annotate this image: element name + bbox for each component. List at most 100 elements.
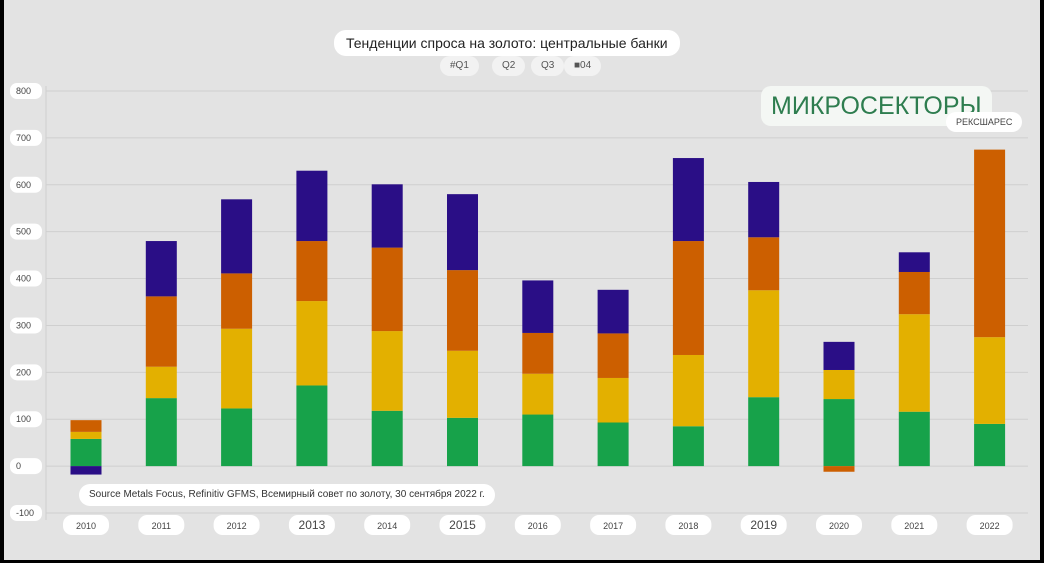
bar-2018-q4 (672, 158, 704, 242)
bar-2019-q3 (748, 237, 780, 291)
y-tick-bg (10, 458, 42, 475)
bar-2012-q2 (221, 328, 253, 409)
x-tick-label: 2020 (829, 521, 849, 531)
bar-2014-q1 (371, 410, 403, 467)
bar-2022-q2 (974, 337, 1006, 424)
bar-2015-q2 (447, 350, 478, 418)
bar-2020-q4 (823, 341, 855, 370)
bar-2017-q1 (597, 422, 629, 467)
x-tick-bg (439, 515, 486, 535)
bar-2016-q1 (522, 414, 554, 467)
bar-2010-q1 (70, 438, 102, 467)
x-tick-bg (816, 515, 862, 535)
bar-2021-q4 (898, 252, 930, 272)
bar-2017-q4 (597, 289, 629, 334)
y-tick-label: -100 (16, 508, 34, 518)
bar-2020-q1 (823, 399, 855, 467)
x-tick-label: 2018 (678, 521, 698, 531)
bar-2015-q3 (447, 270, 478, 351)
bar-2010-q4 (70, 466, 102, 475)
x-tick-label: 2010 (76, 521, 96, 531)
x-tick-bg (63, 515, 109, 535)
bar-2012-q4 (221, 199, 253, 274)
bar-2019-q2 (748, 290, 780, 398)
y-tick-label: 500 (16, 227, 31, 237)
bar-2020-q2 (823, 369, 855, 400)
bar-2021-q1 (898, 411, 930, 467)
y-tick-label: 700 (16, 133, 31, 143)
y-tick-bg (10, 317, 42, 334)
bar-2017-q3 (597, 333, 629, 378)
bar-2016-q2 (522, 373, 554, 415)
bar-2022-q3 (974, 149, 1006, 338)
x-tick-label: 2016 (528, 521, 548, 531)
x-tick-bg (213, 515, 260, 535)
bar-2013-q2 (296, 301, 328, 386)
x-axis: 2010 2011 2012 2013 2014 2015 2016 2017 2018 2019… (63, 515, 1013, 535)
x-tick-bg (590, 515, 637, 535)
bar-2016-q4 (522, 280, 554, 333)
legend-q4: ■04 (564, 56, 602, 76)
bar-2022-q1 (974, 423, 1006, 467)
y-tick-bg (10, 270, 42, 287)
y-tick-bg (10, 83, 42, 99)
y-tick-label: 100 (16, 414, 31, 424)
bar-2014-q4 (371, 184, 403, 248)
y-tick-bg (10, 364, 42, 381)
bar-2014-q3 (371, 247, 403, 332)
x-tick-label: 2017 (603, 521, 623, 531)
bar-2017-q2 (597, 377, 629, 423)
bar-2015-q1 (447, 417, 478, 467)
x-tick-label: 2011 (152, 521, 171, 531)
y-tick-label: 600 (16, 180, 31, 190)
y-tick-bg (10, 411, 42, 428)
bar-2012-q3 (221, 273, 253, 329)
bar-2013-q4 (296, 170, 328, 242)
bar-2011-q4 (145, 241, 177, 297)
x-tick-bg (364, 515, 411, 535)
bar-2020-negative (823, 466, 855, 472)
y-tick-label: 800 (16, 86, 31, 96)
bar-2012-q1 (221, 408, 253, 467)
chart-title: Тенденции спроса на золото: центральные … (334, 30, 680, 56)
y-tick-bg (10, 129, 42, 146)
y-tick-bg (10, 505, 42, 521)
source-note: Source Metals Focus, Refinitiv GFMS, Все… (79, 484, 495, 506)
x-tick-label: 2012 (227, 521, 247, 531)
y-axis: 800 700 600 500 400 300 200 100 0 -100 (10, 83, 42, 521)
bar-2019-q1 (748, 397, 780, 467)
y-tick-label: 200 (16, 367, 31, 377)
x-tick-bg (514, 515, 561, 535)
bar-2011-q2 (145, 366, 177, 399)
x-tick-label: 2019 (750, 518, 777, 532)
bar-2011-q1 (145, 398, 177, 467)
x-tick-label: 2013 (299, 518, 326, 532)
x-tick-label: 2015 (449, 518, 476, 532)
x-tick-label: 2014 (377, 521, 397, 531)
x-tick-label: 2022 (980, 521, 1000, 531)
bar-2015-q4 (447, 194, 478, 271)
x-tick-label: 2021 (904, 521, 924, 531)
bar-2010-q3 (70, 420, 102, 432)
legend-q3: Q3 (531, 56, 565, 76)
x-tick-bg (740, 515, 787, 535)
bar-2018-q3 (672, 241, 704, 355)
bar-2021-q2 (898, 314, 930, 412)
bar-2013-q1 (296, 385, 328, 467)
y-tick-label: 400 (16, 274, 31, 284)
x-tick-bg (138, 515, 185, 535)
x-tick-bg (966, 515, 1013, 535)
y-tick-label: 0 (16, 461, 21, 471)
bar-2014-q2 (371, 331, 403, 411)
bar-2018-q2 (672, 354, 704, 427)
bar-2019-q4 (748, 181, 780, 238)
legend-q2: Q2 (492, 56, 526, 76)
y-tick-bg (10, 176, 42, 193)
brand-subtitle: РЕКСШАРЕС (946, 112, 1023, 132)
y-tick-bg (10, 223, 42, 240)
y-tick-label: 300 (16, 320, 31, 330)
x-tick-bg (665, 515, 712, 535)
x-tick-bg (288, 515, 335, 535)
bar-2010-q2 (70, 431, 102, 439)
